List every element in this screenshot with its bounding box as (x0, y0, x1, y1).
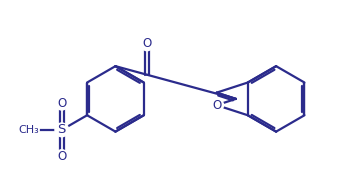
Text: CH₃: CH₃ (18, 125, 39, 135)
Text: O: O (57, 150, 67, 163)
Text: O: O (212, 99, 221, 112)
Circle shape (210, 98, 223, 112)
Circle shape (140, 37, 154, 51)
Circle shape (55, 123, 69, 137)
Circle shape (55, 96, 69, 110)
Circle shape (18, 119, 39, 141)
Text: O: O (57, 97, 67, 110)
Circle shape (55, 150, 69, 163)
Text: S: S (57, 123, 66, 136)
Text: O: O (142, 37, 152, 50)
